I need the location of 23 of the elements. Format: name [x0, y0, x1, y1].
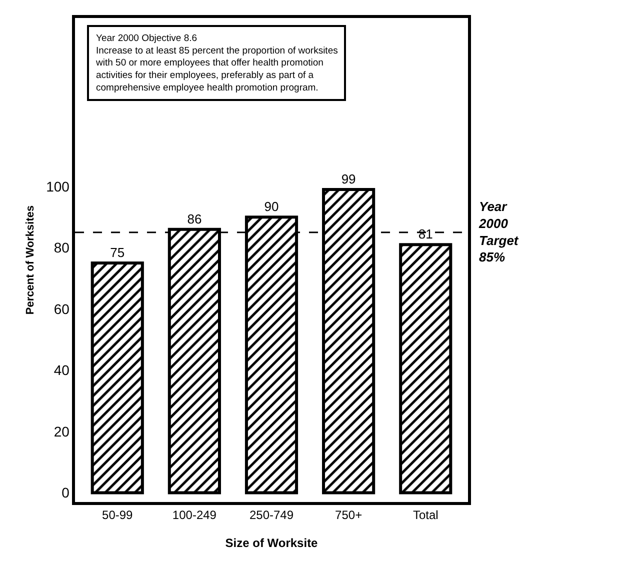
data-label: 86	[187, 211, 202, 226]
x-tick-label: 50-99	[102, 508, 134, 522]
annotation: Year 2000 Objective 8.6	[96, 33, 198, 44]
bar	[90, 262, 144, 494]
annotation: Increase to at least 85 percent the proportion of worksites with 50 or more employees that offer health promotion activities for their employees, preferably as part of a comprehensive employee health promotion program.	[95, 45, 338, 94]
data-label: 99	[341, 172, 356, 187]
bar	[322, 188, 376, 494]
ref-line-label: Year 2000 Target 85%	[478, 199, 519, 265]
bar	[399, 243, 452, 494]
x-tick-label: 750+	[335, 508, 362, 522]
y-axis-title: Percent of Worksites	[24, 205, 37, 315]
y-tick-label: 40	[54, 362, 70, 378]
y-tick-label: 20	[54, 423, 70, 440]
data-label: 90	[264, 199, 279, 214]
y-tick-label: 0	[62, 484, 70, 501]
x-tick-label: 100-249	[172, 508, 217, 522]
y-tick-label: 100	[46, 178, 70, 194]
x-tick-label: Total	[412, 508, 438, 522]
x-tick-label: 250-749	[249, 508, 294, 522]
x-axis-title: Size of Worksite	[225, 536, 318, 550]
y-tick-label: 80	[54, 240, 70, 256]
y-tick-label: 60	[54, 300, 70, 317]
data-label: 75	[110, 245, 125, 260]
